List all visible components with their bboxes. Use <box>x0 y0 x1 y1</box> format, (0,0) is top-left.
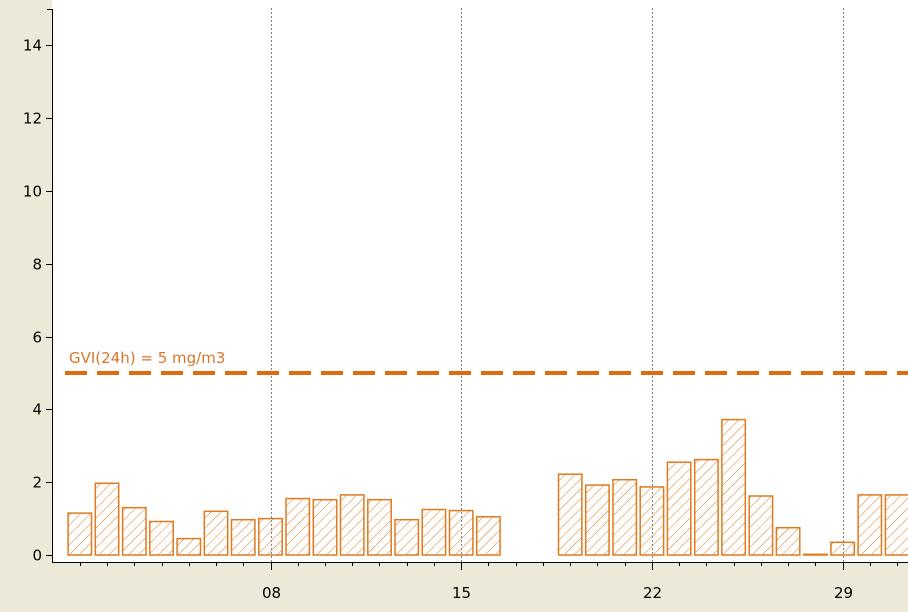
tick-labels: 0 2 4 6 8 10 12 14 08 15 22 29 <box>23 37 898 602</box>
y-tick-label: 10 <box>23 183 42 201</box>
bar <box>857 494 883 556</box>
bar <box>394 518 420 556</box>
bar <box>94 482 120 556</box>
bar <box>339 494 365 556</box>
threshold-label: GVI(24h) = 5 mg/m3 <box>69 349 225 367</box>
grid-lines <box>271 8 844 562</box>
bar <box>475 516 501 556</box>
bar <box>258 517 283 556</box>
bar <box>584 484 610 556</box>
bar <box>67 512 93 556</box>
bars <box>67 418 908 556</box>
y-tick-label: 6 <box>32 329 42 347</box>
bar <box>421 508 447 556</box>
y-tick-label: 0 <box>32 547 42 565</box>
y-tick-label: 12 <box>23 110 42 128</box>
bar <box>367 498 392 556</box>
bar <box>748 495 774 556</box>
x-tick-label: 29 <box>834 584 853 602</box>
bar <box>639 486 665 556</box>
bar <box>203 510 229 556</box>
bar <box>557 473 583 556</box>
bar <box>884 494 908 556</box>
bar <box>230 518 256 556</box>
bar <box>448 509 474 556</box>
y-tick-label: 4 <box>32 401 42 419</box>
x-tick-label: 08 <box>262 584 281 602</box>
y-tick-label: 2 <box>32 474 42 492</box>
bar <box>693 458 719 556</box>
bar <box>312 498 338 556</box>
plot-area <box>52 0 908 562</box>
bar <box>775 526 801 556</box>
bar <box>721 418 747 556</box>
x-tick-label: 15 <box>452 584 471 602</box>
bar <box>666 461 692 556</box>
bar <box>830 541 856 556</box>
bar <box>285 497 311 556</box>
y-tick-label: 14 <box>23 37 42 55</box>
bar <box>176 537 202 556</box>
threshold: GVI(24h) = 5 mg/m3 <box>65 349 908 375</box>
bar <box>149 520 174 556</box>
bar <box>121 506 147 556</box>
bar <box>612 478 638 556</box>
axes <box>47 9 908 563</box>
x-tick-label: 22 <box>643 584 662 602</box>
y-tick-label: 8 <box>32 256 42 274</box>
bar <box>802 553 828 556</box>
